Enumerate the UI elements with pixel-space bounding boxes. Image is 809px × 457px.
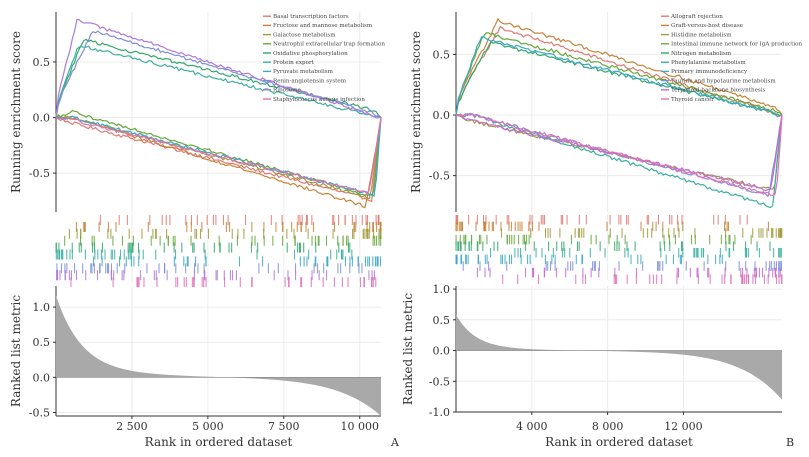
es-curve (55, 19, 381, 119)
metric-y-axis-title: Ranked list metric (401, 293, 415, 405)
x-axis-title: Rank in ordered dataset (145, 435, 293, 449)
metric-tick-label: 0.0 (33, 371, 51, 384)
es-tick-label: -0.5 (29, 167, 50, 180)
metric-plot-area (56, 286, 381, 416)
es-curve (455, 17, 783, 116)
legend-label: Primary immunodeficiency (671, 69, 748, 75)
es-curve (55, 117, 382, 203)
panel-B: 0.5 0.0 -0.5 1.0 0.5 0.0 -0.5 -1.0 4 000 8 000 12 … (401, 12, 802, 449)
legend-label: Fructose and mannose metabolism (273, 23, 373, 29)
metric-tick-label: -1.0 (429, 406, 450, 419)
legend-label: Basal transcription factors (273, 14, 349, 20)
metric-tick-label: 0.5 (433, 314, 451, 327)
x-tick-label: 10 000 (340, 420, 379, 433)
es-y-axis-title: Running enrichment score (9, 31, 23, 193)
legend-label: Renin-angiotensin system (273, 78, 347, 84)
x-tick-label: 4 000 (516, 420, 548, 433)
x-tick-label: 12 000 (664, 420, 703, 433)
metric-tick-label: 1.0 (33, 301, 51, 314)
x-tick-label: 7 500 (268, 420, 300, 433)
es-curve (455, 112, 783, 209)
legend-label: Intestinal immune network for IgA produc… (671, 42, 802, 48)
es-curve (455, 112, 783, 197)
legend-label: Phenylalanine metabolism (671, 60, 746, 66)
es-curve (55, 117, 382, 196)
legend-label: Ribosome (273, 88, 301, 94)
legend-label: Allograft rejection (670, 14, 723, 20)
legend-label: Thyroid cancer (671, 97, 714, 103)
legend-label: Protein export (273, 60, 315, 66)
es-tick-label: 0.5 (33, 56, 51, 69)
legend-label: Neutrophil extracellular trap formation (273, 42, 385, 48)
es-plot-area (56, 12, 381, 212)
legend-label: Galactose metabolism (273, 32, 336, 38)
panel-A: 0.5 0.0 -0.5 1.0 0.5 0.0 -0.5 2 500 5 000 7 500 10… (9, 12, 400, 449)
es-curve (455, 36, 783, 117)
es-curve (55, 38, 382, 119)
panel-label: B (786, 436, 794, 449)
metric-tick-label: 0.5 (33, 336, 51, 349)
es-tick-label: -0.5 (429, 170, 450, 183)
panel-label: A (390, 436, 400, 449)
legend-label: Taurine and hypotaurine metabolism (671, 78, 776, 84)
es-tick-label: 0.0 (33, 112, 51, 125)
es-tick-label: 0.5 (433, 48, 451, 61)
legend-label: Terpenoid backbone biosynthesis (671, 88, 766, 94)
legend-label: Staphylococcus aureus infection (273, 97, 365, 103)
es-y-axis-title: Running enrichment score (409, 31, 423, 193)
metric-y-axis-title: Ranked list metric (9, 295, 23, 407)
metric-tick-label: -0.5 (429, 375, 450, 388)
x-tick-label: 5 000 (192, 420, 224, 433)
ranked-metric-area (456, 314, 782, 400)
es-curve (55, 115, 382, 209)
metric-tick-label: -0.5 (29, 406, 50, 419)
es-curve (455, 32, 783, 116)
x-tick-label: 8 000 (592, 420, 624, 433)
legend-label: Oxidative phosphorylation (273, 51, 348, 57)
x-tick-label: 2 500 (116, 420, 148, 433)
x-axis-title: Rank in ordered dataset (545, 435, 693, 449)
legend-label: Histidine metabolism (671, 32, 732, 38)
metric-tick-label: 0.0 (433, 345, 451, 358)
legend-label: Nitrogen metabolism (671, 51, 732, 57)
metric-tick-label: 1.0 (433, 283, 451, 296)
legend-label: Pyruvate metabolism (273, 69, 334, 75)
es-tick-label: 0.0 (433, 109, 451, 122)
legend-label: Graft-versus-host disease (671, 23, 744, 29)
es-curve (55, 45, 382, 119)
